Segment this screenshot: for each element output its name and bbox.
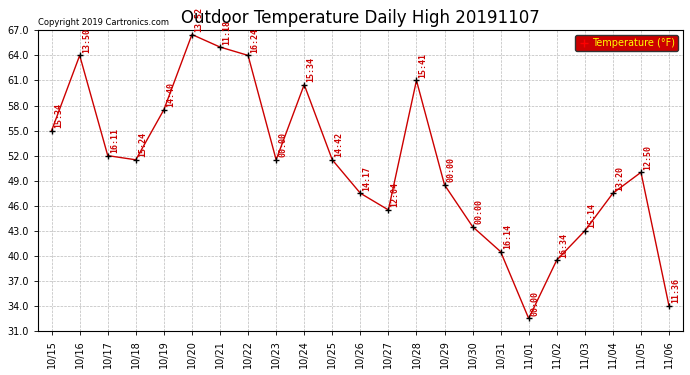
Text: 14:17: 14:17 <box>362 166 372 191</box>
Title: Outdoor Temperature Daily High 20191107: Outdoor Temperature Daily High 20191107 <box>181 9 540 27</box>
Text: 13:20: 13:20 <box>615 166 624 191</box>
Text: 00:00: 00:00 <box>475 199 484 224</box>
Text: 13:52: 13:52 <box>194 7 203 32</box>
Text: 16:34: 16:34 <box>559 232 568 258</box>
Text: 15:41: 15:41 <box>419 53 428 78</box>
Text: 12:04: 12:04 <box>391 182 400 207</box>
Text: 16:14: 16:14 <box>503 224 512 249</box>
Text: 00:00: 00:00 <box>531 291 540 316</box>
Text: 00:00: 00:00 <box>278 132 287 157</box>
Text: 15:34: 15:34 <box>54 103 63 128</box>
Text: 15:24: 15:24 <box>138 132 147 157</box>
Text: 16:24: 16:24 <box>250 28 259 53</box>
Text: 11:18: 11:18 <box>222 20 231 45</box>
Legend: Temperature (°F): Temperature (°F) <box>575 35 678 51</box>
Text: 15:34: 15:34 <box>306 57 315 82</box>
Text: 15:14: 15:14 <box>587 203 596 228</box>
Text: 11:36: 11:36 <box>671 279 680 303</box>
Text: 12:50: 12:50 <box>643 145 652 170</box>
Text: 16:11: 16:11 <box>110 128 119 153</box>
Text: 13:50: 13:50 <box>82 28 91 53</box>
Text: Copyright 2019 Cartronics.com: Copyright 2019 Cartronics.com <box>37 18 168 27</box>
Text: 14:40: 14:40 <box>166 82 175 107</box>
Text: 00:00: 00:00 <box>446 158 456 182</box>
Text: 14:42: 14:42 <box>335 132 344 157</box>
